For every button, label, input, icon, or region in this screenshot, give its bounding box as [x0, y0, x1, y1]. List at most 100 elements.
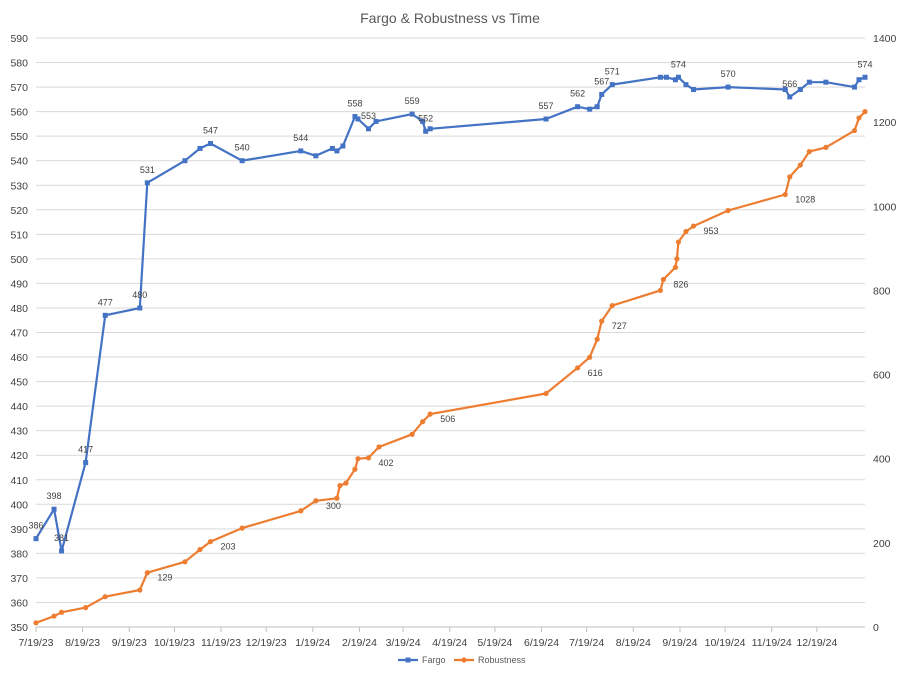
- fargo-point: [672, 77, 678, 83]
- robustness-line: [35, 110, 866, 624]
- robustness-point: [144, 570, 150, 576]
- y-tick-label: 450: [10, 377, 28, 389]
- fargo-point: [340, 143, 346, 149]
- x-tick-label: 12/19/24: [796, 637, 837, 649]
- y2-tick-label: 0: [873, 622, 879, 634]
- fargo-point: [373, 118, 379, 124]
- fargo-data-label: 547: [203, 126, 218, 136]
- y-tick-label: 390: [10, 524, 28, 536]
- x-tick-label: 9/19/24: [662, 637, 697, 649]
- x-tick-label: 8/19/23: [65, 637, 100, 649]
- fargo-data-label: 381: [54, 533, 69, 543]
- robustness-data-label: 300: [326, 501, 341, 511]
- fargo-point: [208, 141, 214, 147]
- fargo-point: [59, 548, 65, 554]
- robustness-point: [690, 223, 697, 229]
- x-tick-label: 7/19/23: [18, 637, 53, 649]
- fargo-point: [663, 74, 669, 80]
- robustness-point: [33, 620, 39, 626]
- robustness-point: [352, 466, 358, 472]
- fargo-data-label: 480: [132, 290, 147, 300]
- fargo-point: [862, 74, 868, 80]
- x-axis: 7/19/23 8/19/23 9/19/23 10/19/23 11/19/23 12/…: [18, 626, 865, 649]
- robustness-point: [355, 456, 361, 462]
- robustness-point: [675, 239, 682, 245]
- y-tick-label: 360: [10, 597, 28, 609]
- x-tick-label: 11/19/23: [201, 637, 241, 649]
- robustness-data-label: 1028: [795, 195, 815, 205]
- robustness-point: [782, 191, 788, 198]
- fargo-point: [856, 77, 862, 83]
- y-tick-label: 550: [10, 131, 28, 143]
- fargo-data-label: 557: [539, 101, 554, 111]
- fargo-data-label: 553: [361, 111, 376, 121]
- fargo-point: [609, 82, 615, 88]
- robustness-point: [725, 207, 731, 214]
- robustness-point: [207, 538, 214, 545]
- x-tick-label: 8/19/24: [616, 637, 651, 649]
- fargo-data-label: 574: [857, 59, 872, 69]
- y-tick-label: 460: [10, 352, 28, 364]
- y2-tick-label: 600: [873, 370, 891, 382]
- fargo-point: [197, 145, 203, 151]
- y-tick-label: 380: [10, 548, 28, 560]
- x-tick-label: 6/19/24: [524, 637, 559, 649]
- legend-label: Robustness: [478, 655, 526, 665]
- robustness-point: [182, 559, 188, 565]
- fargo-data-label: 558: [347, 99, 362, 109]
- y-tick-label: 430: [10, 426, 28, 438]
- fargo-data-label: 566: [782, 79, 797, 89]
- fargo-point: [137, 305, 143, 311]
- robustness-point: [313, 498, 319, 504]
- robustness-point: [420, 419, 426, 425]
- fargo-point: [329, 145, 335, 151]
- fargo-point: [543, 116, 549, 122]
- x-tick-label: 3/19/24: [386, 637, 421, 649]
- fargo-point: [599, 91, 605, 97]
- robustness-data-label: 203: [221, 542, 236, 552]
- legend-marker: [405, 657, 411, 663]
- y-tick-label: 350: [10, 622, 28, 634]
- robustness-point: [575, 365, 581, 371]
- robustness-point: [660, 276, 666, 283]
- fargo-point: [420, 118, 426, 124]
- y-axis-right: 0 200 400 600 800 1000 1200 1400: [873, 33, 897, 634]
- fargo-point: [575, 104, 581, 110]
- robustness-point: [197, 546, 203, 553]
- robustness-point: [343, 480, 349, 486]
- y-tick-label: 410: [10, 475, 28, 487]
- y-tick-label: 530: [10, 180, 28, 192]
- robustness-data-label: 953: [703, 226, 718, 236]
- y-tick-label: 420: [10, 450, 28, 462]
- x-tick-label: 7/19/24: [569, 637, 604, 649]
- y-tick-label: 440: [10, 401, 28, 413]
- x-tick-label: 2/19/24: [342, 637, 377, 649]
- fargo-data-label: 544: [293, 133, 308, 143]
- x-tick-label: 5/19/24: [477, 637, 512, 649]
- fargo-point: [787, 94, 793, 100]
- fargo-data-label: 386: [28, 521, 43, 531]
- robustness-data-label: 616: [588, 368, 603, 378]
- y-tick-label: 540: [10, 156, 28, 168]
- fargo-data-label: 562: [570, 89, 585, 99]
- y-tick-label: 510: [10, 229, 28, 241]
- robustness-data-label: 129: [157, 573, 172, 583]
- robustness-point: [683, 228, 689, 235]
- fargo-point: [83, 460, 89, 466]
- robustness-point: [334, 495, 340, 501]
- x-tick-label: 10/19/23: [154, 637, 195, 649]
- robustness-point: [797, 162, 803, 168]
- robustness-point: [337, 483, 343, 489]
- fargo-point: [806, 79, 812, 85]
- y2-tick-label: 800: [873, 285, 891, 297]
- robustness-data-label: 826: [673, 279, 688, 289]
- legend: Fargo Robustness: [398, 655, 526, 665]
- robustness-point: [823, 144, 829, 150]
- robustness-point: [409, 431, 415, 437]
- fargo-point: [298, 148, 304, 154]
- fargo-point: [144, 180, 150, 186]
- fargo-data-label: 540: [235, 143, 250, 153]
- robustness-point: [51, 613, 57, 619]
